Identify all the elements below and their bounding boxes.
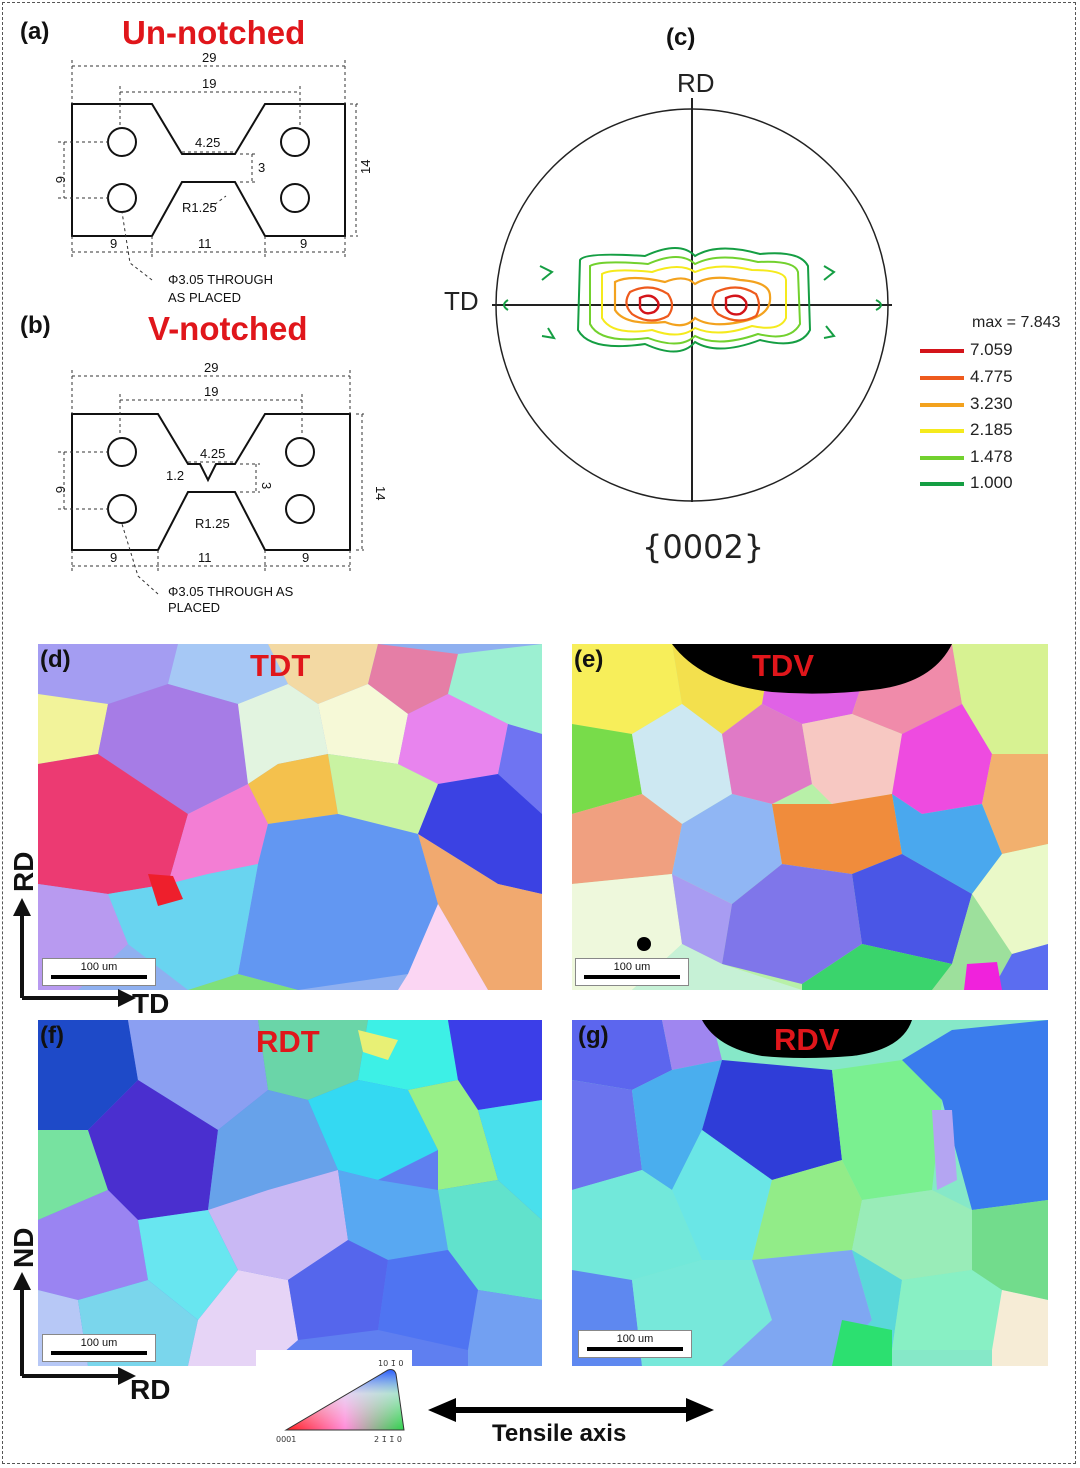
arrow-right-icon bbox=[118, 1367, 136, 1385]
ipf-label-left: 0001 bbox=[276, 1435, 296, 1444]
pole-figure-plane-label: {0002} bbox=[642, 528, 764, 566]
ipf-color-key: 10 1̄ 0 0001 2 1̄ 1̄ 0 bbox=[256, 1350, 412, 1444]
arrow-up-icon bbox=[13, 898, 31, 916]
tensile-axis-label: Tensile axis bbox=[492, 1420, 627, 1447]
legend-swatch bbox=[920, 376, 964, 380]
ebsd-map-rdt bbox=[38, 1020, 542, 1366]
scale-bar-line bbox=[51, 1351, 147, 1355]
panel-e-title: TDV bbox=[752, 648, 814, 683]
note-b-line1: Φ3.05 THROUGH AS bbox=[168, 584, 294, 599]
scale-bar: 100 um bbox=[42, 1334, 156, 1362]
scale-bar-label: 100 um bbox=[613, 961, 651, 973]
legend-value: 4.775 bbox=[970, 367, 1013, 386]
pole-figure: RD TD {0002} bbox=[444, 68, 892, 566]
dim-a-inner: 19 bbox=[202, 76, 216, 91]
panel-a-title: Un-notched bbox=[122, 14, 306, 51]
arrow-left-icon bbox=[428, 1398, 456, 1422]
dim-b-height: 14 bbox=[373, 486, 388, 500]
pole-figure-max-label: max = 7.843 bbox=[972, 314, 1061, 331]
dim-b-inner: 19 bbox=[204, 384, 218, 399]
panel-g-title: RDV bbox=[774, 1022, 840, 1057]
note-b-line2: PLACED bbox=[168, 600, 220, 615]
dim-b-gauge-height: 3 bbox=[259, 482, 274, 489]
scale-bar-label: 100 um bbox=[80, 961, 118, 973]
ipf-label-right: 2 1̄ 1̄ 0 bbox=[374, 1435, 402, 1444]
dim-b-radius: R1.25 bbox=[195, 516, 230, 531]
legend-value: 1.000 bbox=[970, 473, 1013, 492]
dim-a-total: 29 bbox=[202, 50, 216, 65]
panel-a-label: (a) bbox=[20, 18, 50, 45]
scale-bar: 100 um bbox=[42, 958, 156, 986]
tensile-axis-arrow bbox=[428, 1398, 714, 1422]
panel-d-label: (d) bbox=[40, 646, 71, 673]
note-a-line1: Φ3.05 THROUGH bbox=[168, 272, 273, 287]
legend-value: 2.185 bbox=[970, 420, 1013, 439]
legend-swatch bbox=[920, 456, 964, 460]
sample-axes-bottom bbox=[13, 1272, 136, 1385]
dim-b-left: 9 bbox=[110, 550, 117, 565]
dim-b-gauge-width: 4.25 bbox=[200, 446, 225, 461]
dim-b-total: 29 bbox=[204, 360, 218, 375]
dim-b-right: 9 bbox=[302, 550, 309, 565]
arrow-right-icon bbox=[686, 1398, 714, 1422]
panel-g-label: (g) bbox=[578, 1022, 609, 1049]
dim-a-hole-spacing: 6 bbox=[53, 176, 68, 183]
dim-a-radius: R1.25 bbox=[182, 200, 217, 215]
scale-bar-line bbox=[587, 1347, 683, 1351]
panel-f-label: (f) bbox=[40, 1022, 64, 1049]
panel-c-label: (c) bbox=[666, 24, 696, 51]
dim-a-height: 14 bbox=[358, 160, 373, 174]
ebsd-map-tdt bbox=[38, 644, 542, 990]
panel-f-title: RDT bbox=[256, 1024, 320, 1059]
legend-value: 3.230 bbox=[970, 394, 1013, 413]
dim-a-gauge-width: 4.25 bbox=[195, 135, 220, 150]
axis-label-td: TD bbox=[132, 988, 170, 1019]
pole-figure-td-label: TD bbox=[444, 286, 479, 316]
scale-bar: 100 um bbox=[575, 958, 689, 986]
ipf-label-top: 10 1̄ 0 bbox=[378, 1359, 403, 1368]
dim-b-middle: 11 bbox=[198, 550, 212, 565]
pole-figure-rd-label: RD bbox=[677, 68, 715, 98]
dim-b-hole-spacing: 6 bbox=[53, 486, 68, 493]
scale-bar-label: 100 um bbox=[80, 1337, 118, 1349]
arrow-up-icon bbox=[13, 1272, 31, 1290]
dim-b-notch-depth: 1.2 bbox=[166, 468, 184, 483]
panel-e-label: (e) bbox=[574, 646, 604, 673]
dim-a-middle: 11 bbox=[198, 236, 212, 251]
scale-bar: 100 um bbox=[578, 1330, 692, 1358]
dim-a-left: 9 bbox=[110, 236, 117, 251]
unnotched-specimen-drawing: 29 19 4.25 6 3 14 R1.25 9 11 9 Φ3.05 THR… bbox=[53, 50, 373, 305]
scale-bar-line bbox=[584, 975, 680, 979]
axis-label-rd-vertical: RD bbox=[8, 851, 39, 892]
dim-a-right: 9 bbox=[300, 236, 307, 251]
scale-bar-label: 100 um bbox=[616, 1333, 654, 1345]
legend-swatch bbox=[920, 403, 964, 407]
sample-axes-top bbox=[13, 898, 136, 1007]
note-a-line2: AS PLACED bbox=[168, 290, 241, 305]
ebsd-map-rdv bbox=[572, 1020, 1048, 1366]
legend-value: 7.059 bbox=[970, 340, 1013, 359]
panel-b-title: V-notched bbox=[148, 310, 308, 347]
ebsd-map-tdv bbox=[572, 644, 1048, 990]
panel-d-title: TDT bbox=[250, 648, 311, 683]
panel-b-label: (b) bbox=[20, 312, 51, 339]
axis-label-nd: ND bbox=[8, 1227, 39, 1268]
legend-swatch bbox=[920, 429, 964, 433]
vnotched-specimen-drawing: 29 19 4.25 1.2 6 3 14 R1.25 9 11 9 Φ3.05… bbox=[53, 360, 388, 615]
legend-value: 1.478 bbox=[970, 447, 1013, 466]
scale-bar-line bbox=[51, 975, 147, 979]
legend-swatch bbox=[920, 349, 964, 353]
dim-a-gauge-height: 3 bbox=[258, 160, 265, 175]
arrow-right-icon bbox=[118, 989, 136, 1007]
legend-swatch bbox=[920, 482, 964, 486]
axis-label-rd-horizontal: RD bbox=[130, 1374, 171, 1405]
